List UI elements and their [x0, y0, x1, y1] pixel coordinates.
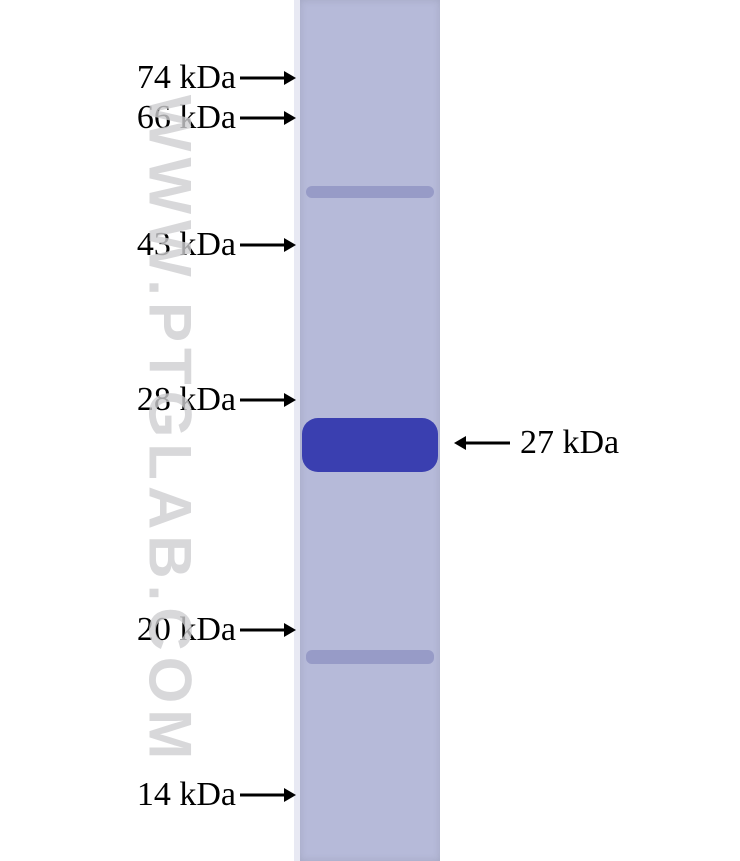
ladder-label-28: 28 kDa — [137, 383, 236, 417]
ladder-label-66: 66 kDa — [137, 101, 236, 135]
ladder-label-74: 74 kDa — [137, 61, 236, 95]
result-arrow-27 — [448, 431, 516, 455]
ladder-arrow-20 — [234, 618, 302, 642]
gel-figure: 74 kDa 66 kDa 43 kDa 28 kDa 20 kDa 14 kD… — [0, 0, 740, 861]
ladder-arrow-43 — [234, 233, 302, 257]
ladder-label-43: 43 kDa — [137, 228, 236, 262]
watermark-text: WWW.PTGLAB.COM — [136, 95, 205, 766]
ladder-arrow-66 — [234, 106, 302, 130]
result-label-27: 27 kDa — [520, 426, 619, 460]
ladder-label-14: 14 kDa — [137, 778, 236, 812]
ladder-arrow-28 — [234, 388, 302, 412]
ladder-arrow-74 — [234, 66, 302, 90]
ladder-arrow-14 — [234, 783, 302, 807]
band-main-27kda — [302, 418, 438, 472]
band-faint-50kda — [306, 186, 434, 198]
ladder-label-20: 20 kDa — [137, 613, 236, 647]
band-faint-19kda — [306, 650, 434, 664]
